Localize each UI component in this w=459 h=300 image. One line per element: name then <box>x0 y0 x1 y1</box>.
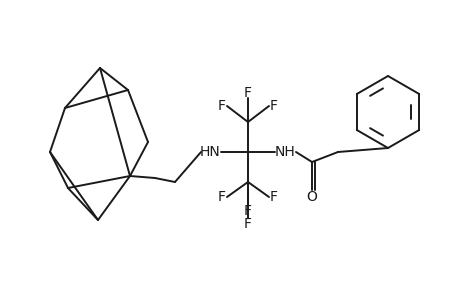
Text: F: F <box>218 190 225 204</box>
Text: F: F <box>243 204 252 218</box>
Text: HN: HN <box>199 145 220 159</box>
Text: F: F <box>218 99 225 113</box>
Text: F: F <box>243 217 252 231</box>
Text: F: F <box>269 99 277 113</box>
Text: O: O <box>306 190 317 204</box>
Text: NH: NH <box>274 145 295 159</box>
Text: F: F <box>269 190 277 204</box>
Text: F: F <box>243 86 252 100</box>
